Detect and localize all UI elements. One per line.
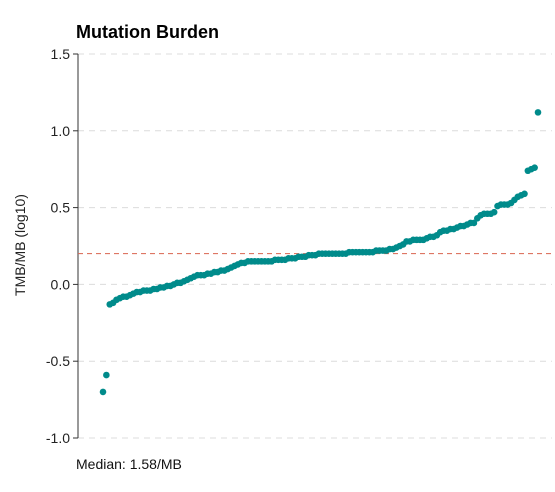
data-point [534, 109, 542, 116]
y-tick-label: 1.0 [51, 123, 71, 139]
y-tick-label: 0.0 [51, 276, 71, 292]
y-axis-label: TMB/MB (log10) [12, 194, 28, 296]
y-tick-label: 0.5 [51, 200, 71, 216]
data-point [490, 208, 498, 216]
data-points [99, 109, 542, 396]
data-point [521, 190, 528, 198]
y-axis: -1.0 -0.5 0.0 0.5 1.0 1.5 [46, 46, 79, 446]
data-point [103, 371, 110, 379]
data-point [531, 164, 538, 171]
median-caption: Median: 1.58/MB [76, 456, 182, 472]
chart-title: Mutation Burden [76, 22, 219, 42]
y-tick-label: 1.5 [51, 46, 71, 62]
data-point [99, 388, 107, 396]
y-tick-label: -0.5 [46, 353, 70, 369]
y-tick-label: -1.0 [46, 430, 70, 446]
grid-lines [78, 53, 552, 439]
data-point [470, 219, 478, 227]
